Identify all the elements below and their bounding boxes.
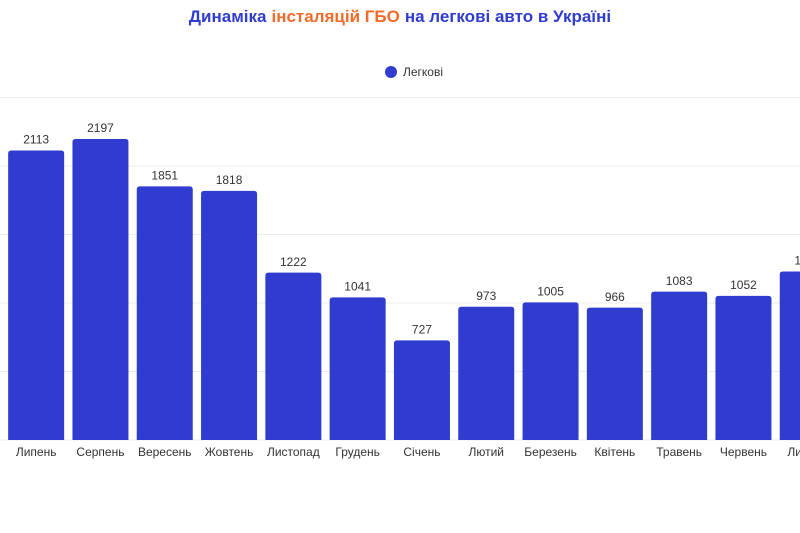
value-label: 1851 <box>151 169 178 183</box>
title-part: інсталяцій ГБО <box>271 7 399 26</box>
value-label: 973 <box>476 289 496 303</box>
bar <box>393 340 450 440</box>
x-tick-label: Липень <box>16 445 57 459</box>
bar <box>586 307 643 440</box>
x-tick-label: Квітень <box>594 445 635 459</box>
bar <box>265 272 322 440</box>
value-label: 1818 <box>216 173 243 187</box>
legend-marker <box>385 66 397 78</box>
value-label: 2113 <box>23 133 49 147</box>
x-tick-label: Червень <box>720 445 767 459</box>
bar <box>458 306 515 440</box>
x-tick-label: Січень <box>403 445 440 459</box>
bar <box>329 297 386 440</box>
bar <box>522 302 579 440</box>
title-part: на легкові авто в Україні <box>405 7 611 26</box>
bar <box>201 190 258 440</box>
bar <box>136 186 193 440</box>
x-tick-label: Серпень <box>76 445 124 459</box>
x-tick-label: Листопад <box>267 445 320 459</box>
x-tick-label: Липень <box>787 445 800 459</box>
value-label: 1222 <box>280 255 307 269</box>
bar <box>651 291 708 440</box>
legend-label: Легкові <box>403 65 443 79</box>
value-label: 1041 <box>344 280 371 294</box>
x-tick-label: Вересень <box>138 445 192 459</box>
value-label: 966 <box>605 290 625 304</box>
bar <box>779 271 800 440</box>
x-tick-label: Травень <box>656 445 702 459</box>
title-part: Динаміка <box>189 7 267 26</box>
bar <box>72 139 129 441</box>
x-tick-label: Лютий <box>468 445 504 459</box>
value-label: 2197 <box>87 121 114 135</box>
bar <box>8 150 65 441</box>
x-tick-label: Жовтень <box>205 445 254 459</box>
value-label: 1005 <box>537 284 564 298</box>
bar <box>715 295 772 440</box>
chart-title: Динаміка інсталяцій ГБО на легкові авто в … <box>189 7 611 26</box>
value-label: 1230 <box>794 254 800 268</box>
value-label: 1083 <box>666 274 693 288</box>
x-tick-label: Березень <box>524 445 577 459</box>
value-label: 727 <box>412 323 432 337</box>
value-label: 1052 <box>730 278 757 292</box>
x-tick-label: Грудень <box>335 445 380 459</box>
